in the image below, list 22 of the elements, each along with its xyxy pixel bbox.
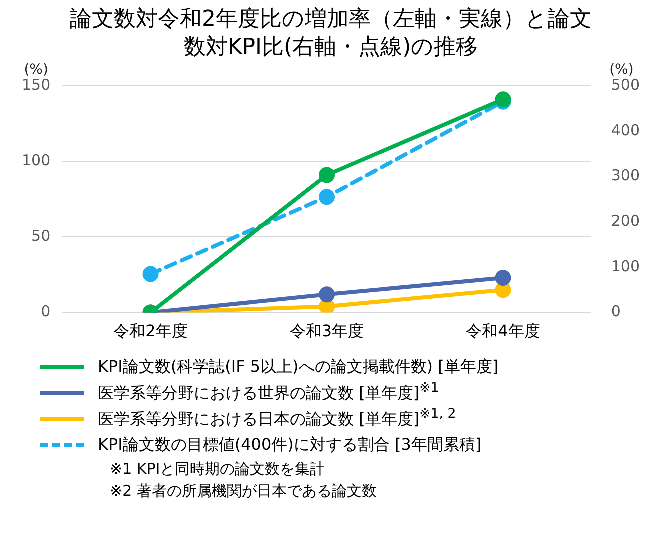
text: ※1 KPIと同時期の論文数を集計 <box>110 459 326 480</box>
y2-tick-label: 200 <box>611 212 640 230</box>
y-tick-label: 50 <box>32 227 51 246</box>
legend-label: 医学系等分野における日本の論文数 [単年度]$^{※1, 2}$ <box>98 407 456 431</box>
chart-title: 論文数対令和2年度比の増加率（左軸・実線）と論文数対KPI比(右軸・点線)の推移 <box>69 6 593 62</box>
y2-tick-label: 300 <box>611 166 640 185</box>
y-tick-label: 0 <box>41 302 51 321</box>
y2-axis-title: (%) <box>610 62 634 78</box>
y-tick-label: 100 <box>22 151 51 170</box>
legend-label: 医学系等分野における世界の論文数 [単年度]$^{※1}$ <box>98 381 440 405</box>
y2-tick-label: 500 <box>611 76 640 94</box>
legend-label: KPI論文数の目標値(400件)に対する割合 [3年間累積] <box>98 434 482 456</box>
x-tick-label: 令和2年度 <box>114 322 188 341</box>
y2-tick-label: 400 <box>611 121 640 140</box>
y2-tick-label: 100 <box>611 257 640 276</box>
legend-label: KPI論文数(科学誌(IF 5以上)への論文掲載件数) [単年度] <box>98 356 499 378</box>
x-tick-label: 令和4年度 <box>466 322 540 341</box>
y2-tick-label: 0 <box>611 302 621 321</box>
text: ※2 著者の所属機関が日本である論文数 <box>110 481 378 502</box>
y-axis-title: (%) <box>24 62 48 78</box>
x-tick-label: 令和3年度 <box>290 322 364 341</box>
y-tick-label: 150 <box>22 76 51 94</box>
